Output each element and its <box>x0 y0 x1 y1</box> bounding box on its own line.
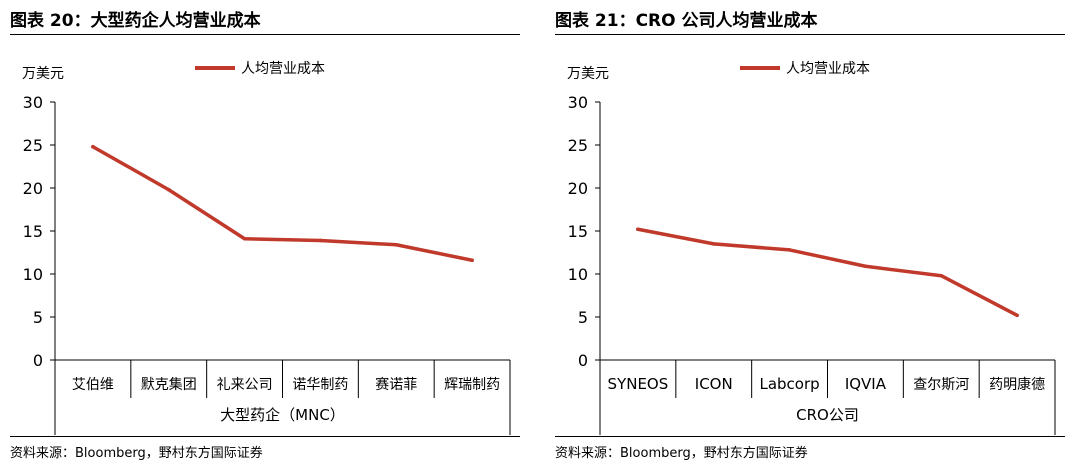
data-point <box>394 242 399 247</box>
y-tick-label: 10 <box>568 265 588 284</box>
y-tick-label: 15 <box>568 222 588 241</box>
series-line <box>636 227 1019 318</box>
legend-label: 人均营业成本 <box>786 61 870 77</box>
data-point <box>1015 313 1019 318</box>
x-tick-label: 查尔斯河 <box>913 377 969 393</box>
y-tick-label: 15 <box>23 222 43 241</box>
y-tick-label: 20 <box>568 179 588 198</box>
x-axis-label: 大型药企（MNC） <box>220 406 345 424</box>
x-tick-label: Labcorp <box>759 375 819 393</box>
title-rule <box>10 34 520 35</box>
chart-panel-cro: 图表 21：CRO 公司人均营业成本 万美元 人均营业成本 0 5 10 15 20 25 30… <box>545 0 1080 465</box>
y-tick-label: 30 <box>568 93 588 112</box>
x-tick-label: SYNEOS <box>608 375 669 393</box>
x-tick-label: 药明康德 <box>989 376 1045 393</box>
data-point <box>166 187 171 192</box>
data-point <box>787 248 792 252</box>
source-note: 资料来源：Bloomberg，野村东方国际证券 <box>10 446 263 461</box>
legend-label: 人均营业成本 <box>241 61 325 77</box>
y-tick-label: 10 <box>23 265 43 284</box>
y-tick-label: 25 <box>23 136 43 155</box>
data-point <box>636 227 640 232</box>
x-tick-label: 辉瑞制药 <box>444 377 500 393</box>
data-point <box>242 236 247 241</box>
line-chart-mnc: 万美元 人均营业成本 0 5 10 15 20 25 30 艾伯维 默克集团 礼来公司 诺华制药 赛诺菲 辉… <box>22 61 511 435</box>
source-rule <box>555 436 1065 437</box>
y-tick-label: 5 <box>578 308 588 327</box>
y-tick-label: 20 <box>23 179 43 198</box>
data-point <box>711 242 716 246</box>
y-tick-label: 30 <box>23 93 43 112</box>
title-rule <box>555 34 1065 35</box>
data-point <box>318 238 323 243</box>
unit-label: 万美元 <box>22 66 64 82</box>
x-tick-label: 默克集团 <box>141 376 197 393</box>
chart-panel-mnc: 图表 20：大型药企人均营业成本 万美元 人均营业成本 0 5 10 15 20 25 30 艾伯… <box>0 0 530 465</box>
data-point <box>470 258 474 263</box>
y-tick-label: 0 <box>578 351 588 370</box>
unit-label: 万美元 <box>567 66 609 82</box>
line-chart-cro: 万美元 人均营业成本 0 5 10 15 20 25 30 SYNEOS ICON Labcorp IQ… <box>567 61 1056 435</box>
x-tick-label: 礼来公司 <box>217 377 273 393</box>
data-point <box>863 264 868 269</box>
source-note: 资料来源：Bloomberg，野村东方国际证券 <box>555 446 808 461</box>
y-tick-label: 0 <box>33 351 43 370</box>
data-point <box>939 273 944 278</box>
y-tick-label: 25 <box>568 136 588 155</box>
x-tick-label: 诺华制药 <box>292 377 348 393</box>
source-rule <box>10 436 520 437</box>
x-axis-label: CRO公司 <box>796 406 859 424</box>
x-tick-label: 艾伯维 <box>72 377 114 393</box>
figure-title: 图表 20：大型药企人均营业成本 <box>10 11 261 31</box>
data-point <box>91 144 95 149</box>
x-tick-label: ICON <box>695 375 733 393</box>
figure-title: 图表 21：CRO 公司人均营业成本 <box>555 11 818 31</box>
x-tick-label: IQVIA <box>845 375 887 393</box>
series-line <box>91 144 474 262</box>
x-tick-label: 赛诺菲 <box>375 377 417 393</box>
y-tick-label: 5 <box>33 308 43 327</box>
